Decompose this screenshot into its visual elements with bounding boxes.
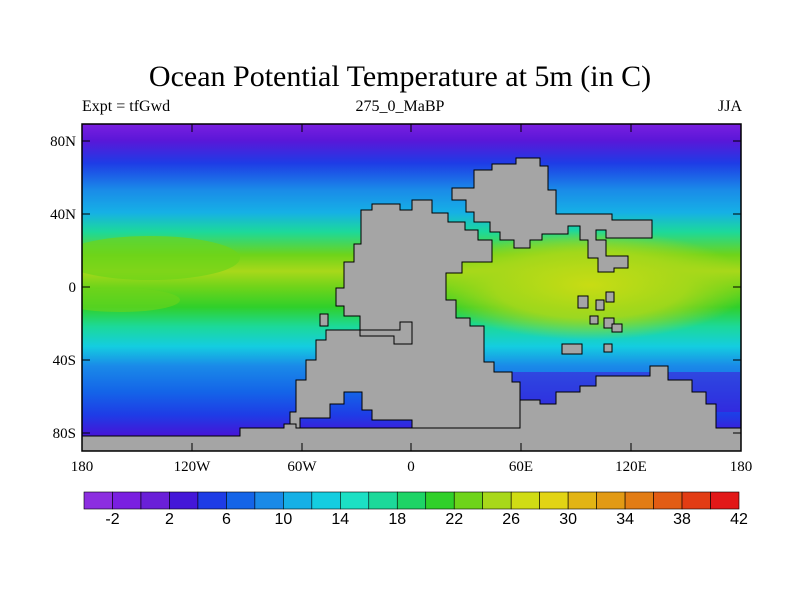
- colorbar-label: 2: [165, 511, 174, 528]
- lon-tick-label: 60W: [287, 459, 317, 475]
- lat-tick-label: 80S: [53, 426, 76, 442]
- lon-tick-label: 120W: [174, 459, 212, 475]
- lon-tick-label: 180: [730, 459, 753, 475]
- colorbar-label: 38: [673, 511, 691, 528]
- colorbar-swatch: [226, 491, 256, 510]
- lat-tick-label: 80N: [50, 134, 76, 150]
- pacific-warm-band: [82, 236, 240, 280]
- colorbar-label: 34: [616, 511, 634, 528]
- colorbar-swatch: [283, 491, 313, 510]
- time-label: 275_0_MaBP: [355, 98, 445, 115]
- colorbar-swatch: [425, 491, 455, 510]
- colorbar-swatch: [539, 491, 569, 510]
- colorbar-labels: -2 2 6 10 14 18 22 26 30 34 38 42: [105, 511, 748, 528]
- colorbar-swatch: [396, 491, 427, 510]
- lon-tick-label: 0: [407, 459, 415, 475]
- colorbar-swatch: [197, 491, 227, 510]
- colorbar-label: 42: [730, 511, 748, 528]
- lon-tick-label: 120E: [615, 459, 647, 475]
- colorbar-label: 18: [388, 511, 406, 528]
- island: [589, 315, 599, 325]
- island: [561, 343, 583, 355]
- island: [577, 295, 589, 309]
- colorbar-swatch: [140, 491, 170, 510]
- island: [605, 291, 615, 303]
- island: [611, 323, 623, 333]
- colorbar-swatch: [624, 491, 654, 510]
- lat-axis: 80N 40N 0 40S 80S: [50, 134, 741, 442]
- colorbar-swatch: [112, 491, 142, 510]
- map-area: [82, 124, 741, 451]
- lat-tick-label: 0: [69, 280, 77, 296]
- colorbar-swatch: [482, 491, 512, 510]
- colorbar-swatch: [83, 491, 113, 510]
- lon-axis: 180 120W 60W 0 60E 120E 180: [71, 124, 753, 475]
- colorbar-label: 26: [502, 511, 520, 528]
- island: [319, 313, 329, 327]
- colorbar-label: 6: [222, 511, 231, 528]
- lon-tick-label: 60E: [509, 459, 533, 475]
- colorbar-swatch: [311, 491, 341, 510]
- land-east: [451, 157, 653, 273]
- colorbar-label: 22: [445, 511, 463, 528]
- lon-tick-label: 180: [71, 459, 94, 475]
- colorbar-swatch: [340, 491, 370, 510]
- colorbar-swatch: [453, 491, 483, 510]
- warm-pool: [430, 230, 741, 340]
- island: [595, 299, 605, 311]
- island: [603, 317, 615, 329]
- pacific-warm-band-south: [82, 288, 180, 312]
- colorbar-swatch: [653, 491, 683, 510]
- lat-tick-label: 40S: [53, 353, 76, 369]
- colorbar-swatch: [710, 491, 740, 510]
- colorbar-label: 30: [559, 511, 577, 528]
- colorbar-swatch: [510, 491, 540, 510]
- colorbar-swatch: [254, 491, 284, 510]
- land-south: [82, 365, 741, 451]
- colorbar-label: 14: [331, 511, 349, 528]
- season-label: JJA: [717, 98, 742, 115]
- colorbar-swatch: [596, 491, 626, 510]
- colorbar-swatch: [567, 491, 597, 510]
- colorbar-label: 10: [274, 511, 292, 528]
- lat-tick-label: 40N: [50, 207, 76, 223]
- colorbar-label: -2: [105, 511, 119, 528]
- colorbar-swatch: [681, 491, 711, 510]
- colorbar-swatch: [368, 491, 398, 510]
- colorbar: [83, 491, 740, 510]
- experiment-label: Expt = tfGwd: [82, 98, 171, 115]
- colorbar-swatch: [169, 491, 199, 510]
- island: [603, 343, 613, 353]
- land-west: [289, 199, 521, 429]
- map-title: Ocean Potential Temperature at 5m (in C): [148, 60, 652, 93]
